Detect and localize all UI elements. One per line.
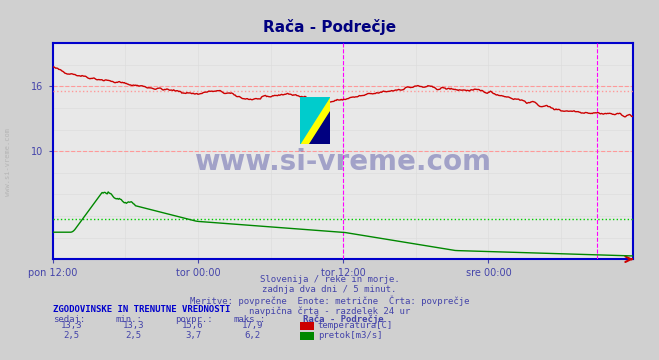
Text: temperatura[C]: temperatura[C] bbox=[318, 321, 393, 330]
Text: Meritve: povprečne  Enote: metrične  Črta: povprečje: Meritve: povprečne Enote: metrične Črta:… bbox=[190, 295, 469, 306]
Text: maks.:: maks.: bbox=[234, 315, 266, 324]
Text: min.:: min.: bbox=[115, 315, 142, 324]
Polygon shape bbox=[300, 97, 330, 144]
Text: sedaj:: sedaj: bbox=[53, 315, 85, 324]
Text: 2,5: 2,5 bbox=[63, 331, 79, 341]
Text: 2,5: 2,5 bbox=[126, 331, 142, 341]
Text: 17,9: 17,9 bbox=[242, 321, 263, 330]
Text: zadnja dva dni / 5 minut.: zadnja dva dni / 5 minut. bbox=[262, 285, 397, 294]
Text: www.si-vreme.com: www.si-vreme.com bbox=[5, 128, 11, 196]
Polygon shape bbox=[300, 97, 330, 144]
Text: Slovenija / reke in morje.: Slovenija / reke in morje. bbox=[260, 274, 399, 284]
Text: 13,3: 13,3 bbox=[61, 321, 82, 330]
Text: 15,6: 15,6 bbox=[183, 321, 204, 330]
Text: povpr.:: povpr.: bbox=[175, 315, 212, 324]
Polygon shape bbox=[309, 111, 330, 144]
Text: pretok[m3/s]: pretok[m3/s] bbox=[318, 331, 382, 341]
Text: 6,2: 6,2 bbox=[244, 331, 260, 341]
Text: navpična črta - razdelek 24 ur: navpična črta - razdelek 24 ur bbox=[249, 307, 410, 316]
Text: Rača - Podrečje: Rača - Podrečje bbox=[263, 19, 396, 35]
Text: www.si-vreme.com: www.si-vreme.com bbox=[194, 148, 491, 176]
Text: 13,3: 13,3 bbox=[123, 321, 144, 330]
Text: 3,7: 3,7 bbox=[185, 331, 201, 341]
Text: ZGODOVINSKE IN TRENUTNE VREDNOSTI: ZGODOVINSKE IN TRENUTNE VREDNOSTI bbox=[53, 305, 230, 314]
Text: Rača - Podrečje: Rača - Podrečje bbox=[303, 315, 384, 324]
